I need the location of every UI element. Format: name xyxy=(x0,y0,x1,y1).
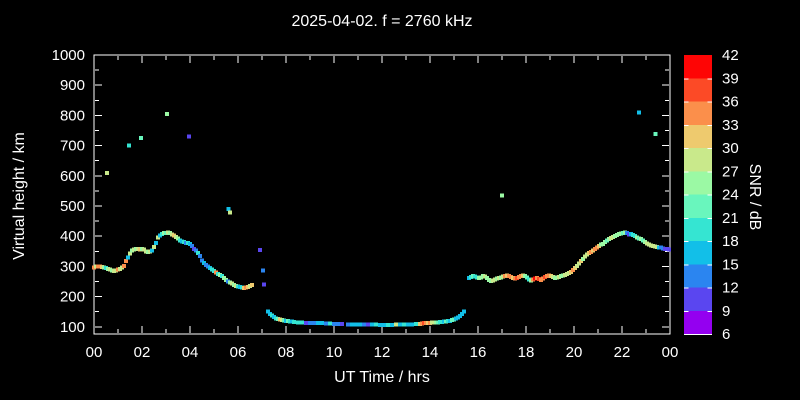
svg-text:22: 22 xyxy=(614,344,631,361)
svg-text:14: 14 xyxy=(422,344,439,361)
colorbar-label: SNR / dB xyxy=(746,163,763,231)
svg-text:100: 100 xyxy=(60,319,85,336)
y-axis-label: Virtual height / km xyxy=(11,132,28,260)
svg-text:15: 15 xyxy=(722,256,739,273)
svg-text:12: 12 xyxy=(374,344,391,361)
svg-text:600: 600 xyxy=(60,168,85,185)
x-tick-labels: 00 02 04 06 08 10 12 14 16 18 20 22 00 xyxy=(86,344,679,361)
svg-text:10: 10 xyxy=(326,344,343,361)
svg-text:400: 400 xyxy=(60,228,85,245)
x-axis-label: UT Time / hrs xyxy=(334,369,430,386)
svg-text:02: 02 xyxy=(134,344,151,361)
svg-text:500: 500 xyxy=(60,198,85,215)
svg-text:06: 06 xyxy=(230,344,247,361)
data-points xyxy=(92,110,672,327)
svg-text:900: 900 xyxy=(60,77,85,94)
svg-text:1000: 1000 xyxy=(52,47,85,64)
svg-text:00: 00 xyxy=(86,344,103,361)
svg-text:6: 6 xyxy=(722,326,730,343)
svg-text:18: 18 xyxy=(722,233,739,250)
svg-text:800: 800 xyxy=(60,107,85,124)
svg-text:30: 30 xyxy=(722,140,739,157)
colorbar xyxy=(684,55,712,335)
svg-text:9: 9 xyxy=(722,303,730,320)
svg-text:24: 24 xyxy=(722,187,739,204)
svg-text:16: 16 xyxy=(470,344,487,361)
svg-text:700: 700 xyxy=(60,138,85,155)
svg-text:42: 42 xyxy=(722,47,739,64)
y-tick-labels: 100 200 300 400 500 600 700 800 900 1000 xyxy=(52,47,85,336)
svg-text:18: 18 xyxy=(518,344,535,361)
svg-text:36: 36 xyxy=(722,94,739,111)
svg-text:300: 300 xyxy=(60,258,85,275)
svg-text:33: 33 xyxy=(722,117,739,134)
colorbar-tick-labels: 42 39 36 33 30 27 24 21 18 15 12 9 6 xyxy=(722,47,739,343)
svg-text:39: 39 xyxy=(722,70,739,87)
svg-text:12: 12 xyxy=(722,280,739,297)
svg-text:200: 200 xyxy=(60,289,85,306)
chart-title: 2025-04-02. f = 2760 kHz xyxy=(291,13,473,30)
svg-text:27: 27 xyxy=(722,163,739,180)
svg-text:04: 04 xyxy=(182,344,199,361)
svg-text:20: 20 xyxy=(566,344,583,361)
svg-text:00: 00 xyxy=(662,344,679,361)
axes xyxy=(93,54,671,335)
svg-text:08: 08 xyxy=(278,344,295,361)
svg-text:21: 21 xyxy=(722,210,739,227)
